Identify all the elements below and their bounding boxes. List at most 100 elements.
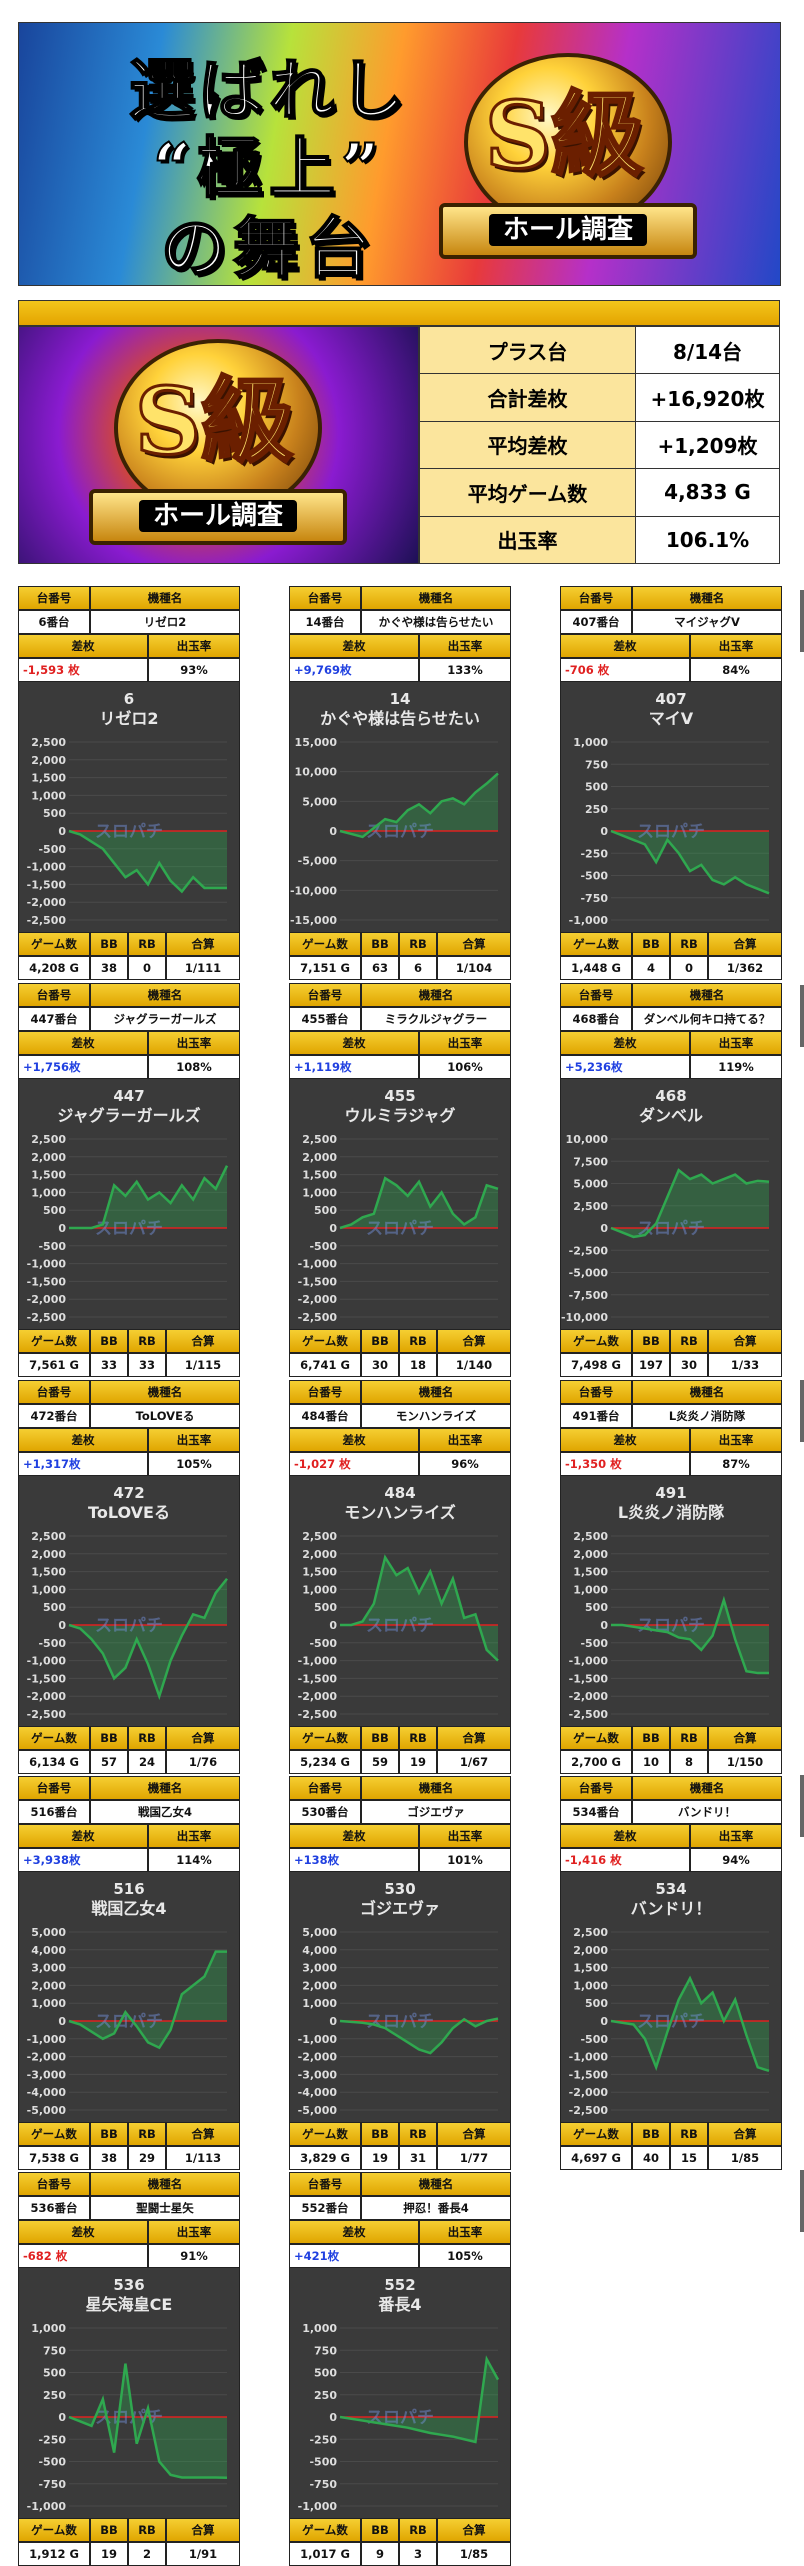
chart-number: 534 (655, 1880, 686, 1898)
header-bb: BB (90, 2518, 128, 2542)
slump-chart: 552 番長4 1,000 750 500 250 0 -250 -500 -750 -1,000 ス… (289, 2268, 511, 2518)
header-number: 台番号 (18, 983, 90, 1007)
header-diff: 差枚 (289, 2220, 419, 2244)
game-count: 7,538 G (18, 2146, 90, 2170)
y-tick-label: 2,000 (31, 1979, 66, 1992)
header-diff: 差枚 (289, 1824, 419, 1848)
y-tick-label: 0 (329, 825, 337, 838)
card-row: 台番号 機種名 (560, 586, 782, 610)
summary-row: 平均ゲーム数 4,833 G (419, 468, 780, 517)
chart-number: 491 (655, 1484, 686, 1502)
machine-card[interactable]: 台番号 機種名 407番台 マイジャグV 差枚 出玉率 -706 枚 84% 407 マイV 1,0… (560, 586, 782, 980)
y-tick-label: -4,000 (298, 2086, 338, 2099)
y-tick-label: -500 (309, 1240, 337, 1253)
y-tick-label: 250 (585, 803, 608, 816)
y-tick-label: 0 (58, 2411, 66, 2424)
combined-rate: 1/111 (166, 956, 240, 980)
banner-title-line1: 選ばれし (128, 50, 409, 130)
header-machine: 機種名 (361, 1776, 511, 1800)
diff-value: +9,769枚 (289, 658, 419, 682)
card-row: ゲーム数 BB RB 合算 (289, 2122, 511, 2146)
machine-card[interactable]: 台番号 機種名 455番台 ミラクルジャグラー 差枚 出玉率 +1,119枚 106% 455 ウ… (289, 983, 511, 1377)
y-tick-label: -4,000 (27, 2086, 67, 2099)
y-tick-label: -2,000 (27, 1293, 67, 1306)
header-machine: 機種名 (90, 586, 240, 610)
header-rate: 出玉率 (419, 1428, 511, 1452)
card-row: 差枚 出玉率 (18, 1824, 240, 1848)
header-bb: BB (90, 1329, 128, 1353)
header-diff: 差枚 (560, 1824, 690, 1848)
watermark-logo: スロパチ (637, 1219, 705, 1239)
diff-value: -1,350 枚 (560, 1452, 690, 1476)
machine-card[interactable]: 台番号 機種名 534番台 バンドリ！ 差枚 出玉率 -1,416 枚 94% 534 バンドリ！… (560, 1776, 782, 2170)
y-tick-label: 2,000 (573, 1944, 608, 1957)
machine-card[interactable]: 台番号 機種名 552番台 押忍！番長4 差枚 出玉率 +421枚 105% 552 番長4 1,0… (289, 2172, 511, 2566)
y-tick-label: 1,000 (302, 1186, 337, 1199)
machine-number: 6番台 (18, 610, 90, 634)
bb-count: 33 (90, 1353, 128, 1377)
machine-name: モンハンライズ (361, 1404, 511, 1428)
summary-ribbon-text: ホール調査 (138, 500, 297, 532)
machine-card[interactable]: 台番号 機種名 447番台 ジャグラーガールズ 差枚 出玉率 +1,756枚 108% 447 ジ… (18, 983, 240, 1377)
game-count: 7,561 G (18, 1353, 90, 1377)
y-tick-label: -2,500 (27, 1708, 67, 1721)
header-bb: BB (361, 932, 399, 956)
card-row: 1,912 G 19 2 1/91 (18, 2542, 240, 2566)
header-rb: RB (128, 1329, 166, 1353)
machine-card[interactable]: 台番号 機種名 6番台 リゼロ2 差枚 出玉率 -1,593 枚 93% 6 リゼロ2 2,500 2… (18, 586, 240, 980)
card-row: 台番号 機種名 (18, 983, 240, 1007)
edge-divider (800, 985, 804, 1047)
machine-name: ToLOVEる (90, 1404, 240, 1428)
header-diff: 差枚 (18, 2220, 148, 2244)
card-row: ゲーム数 BB RB 合算 (18, 2518, 240, 2542)
card-row: 7,498 G 197 30 1/33 (560, 1353, 782, 1377)
game-count: 7,151 G (289, 956, 361, 980)
machine-card[interactable]: 台番号 機種名 491番台 L炎炎ノ消防隊 差枚 出玉率 -1,350 枚 87% 491 L炎炎… (560, 1380, 782, 1774)
y-tick-label: 750 (43, 2344, 66, 2357)
y-tick-label: 1,000 (573, 736, 608, 749)
hero-banner: 選ばれし “極上” の舞台 S級 ホール調査 (18, 22, 781, 286)
series-line (611, 1595, 769, 1675)
y-tick-label: -5,000 (569, 1267, 609, 1280)
y-tick-label: 1,000 (31, 1186, 66, 1199)
card-row: +9,769枚 133% (289, 658, 511, 682)
chart-title: ジャグラーガールズ (57, 1106, 200, 1125)
payout-rate: 105% (148, 1452, 240, 1476)
card-row: -1,416 枚 94% (560, 1848, 782, 1872)
header-total: 合算 (166, 1726, 240, 1750)
machine-card[interactable]: 台番号 機種名 468番台 ダンベル何キロ持てる？ 差枚 出玉率 +5,236枚 119% 46… (560, 983, 782, 1377)
machine-card[interactable]: 台番号 機種名 484番台 モンハンライズ 差枚 出玉率 -1,027 枚 96% 484 モンハ… (289, 1380, 511, 1774)
y-tick-label: 0 (329, 1222, 337, 1235)
machine-card[interactable]: 台番号 機種名 516番台 戦国乙女4 差枚 出玉率 +3,938枚 114% 516 戦国乙女4… (18, 1776, 240, 2170)
game-count: 5,234 G (289, 1750, 361, 1774)
watermark-logo: スロパチ (95, 1219, 163, 1239)
y-tick-label: 0 (329, 1619, 337, 1632)
machine-card[interactable]: 台番号 機種名 14番台 かぐや様は告らせたい 差枚 出玉率 +9,769枚 133% 14 かぐ… (289, 586, 511, 980)
card-row: 差枚 出玉率 (18, 634, 240, 658)
card-row: 台番号 機種名 (289, 586, 511, 610)
machine-card[interactable]: 台番号 機種名 536番台 聖闘士星矢 差枚 出玉率 -682 枚 91% 536 星矢海皇CE 1… (18, 2172, 240, 2566)
y-tick-label: 0 (58, 1222, 66, 1235)
header-total: 合算 (708, 2122, 782, 2146)
header-bb: BB (632, 932, 670, 956)
card-row: 484番台 モンハンライズ (289, 1404, 511, 1428)
y-tick-label: 0 (58, 825, 66, 838)
y-tick-label: 1,500 (31, 1169, 66, 1182)
header-diff: 差枚 (18, 1824, 148, 1848)
summary-row: 平均差枚 +1,209枚 (419, 420, 780, 470)
card-row: ゲーム数 BB RB 合算 (18, 1726, 240, 1750)
card-row: -706 枚 84% (560, 658, 782, 682)
bb-count: 40 (632, 2146, 670, 2170)
machine-card[interactable]: 台番号 機種名 472番台 ToLOVEる 差枚 出玉率 +1,317枚 105% 472 ToL… (18, 1380, 240, 1774)
card-row: 7,561 G 33 33 1/115 (18, 1353, 240, 1377)
header-games: ゲーム数 (560, 932, 632, 956)
rb-count: 30 (670, 1353, 708, 1377)
y-tick-label: 2,000 (302, 1548, 337, 1561)
y-tick-label: -10,000 (561, 1311, 608, 1324)
y-tick-label: 4,000 (31, 1944, 66, 1957)
y-tick-label: 1,000 (31, 1583, 66, 1596)
diff-value: -706 枚 (560, 658, 690, 682)
rb-count: 31 (399, 2146, 437, 2170)
machine-card[interactable]: 台番号 機種名 530番台 ゴジエヴァ 差枚 出玉率 +138枚 101% 530 ゴジエヴァ 5,… (289, 1776, 511, 2170)
combined-rate: 1/85 (708, 2146, 782, 2170)
